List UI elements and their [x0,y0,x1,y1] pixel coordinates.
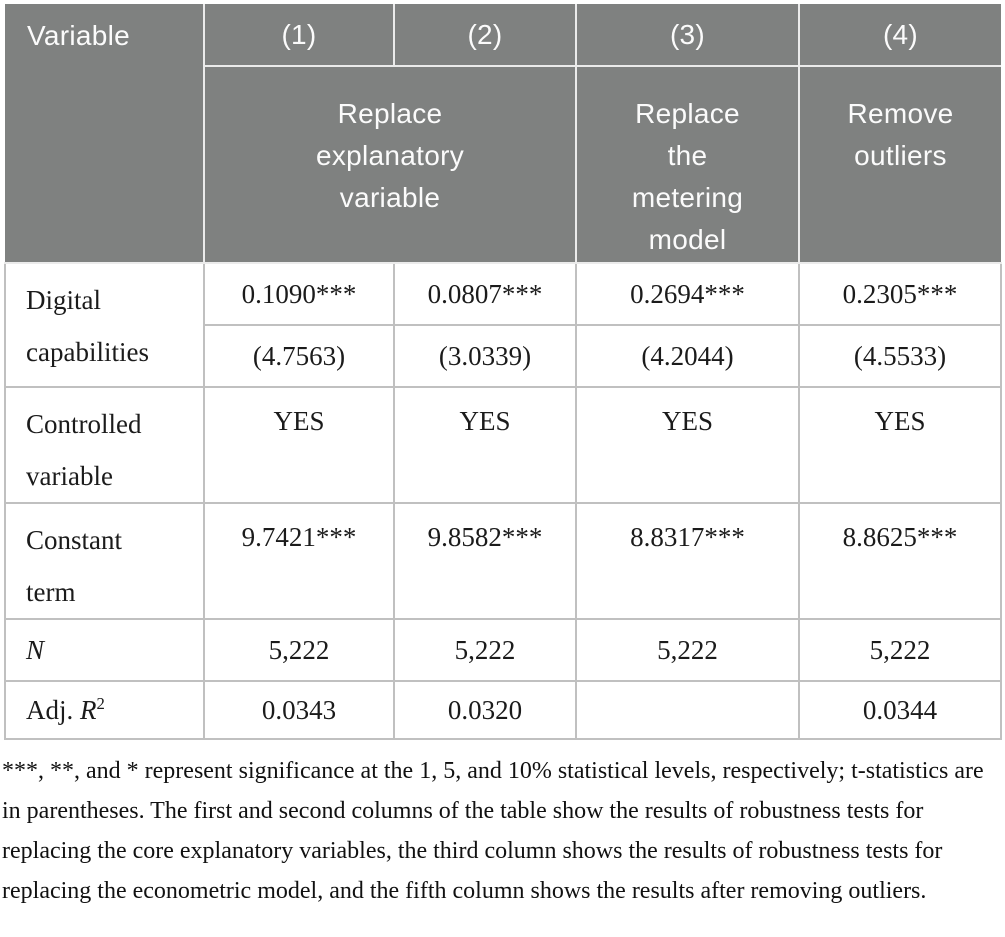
cell-digital-coef-3: 0.2694*** [575,262,800,326]
cell-constant-2: 9.8582*** [393,502,577,620]
cell-adj-r2-1: 0.0343 [203,680,395,740]
header-col-3: (3) [575,4,800,67]
header-col-4: (4) [798,4,1001,67]
cell-controlled-3: YES [575,386,800,504]
row-controlled-variable: Controlled variable YES YES YES YES [4,386,1002,504]
row-label-digital-capabilities: Digital capabilities [4,262,205,388]
row-label-adj-r2: Adj. R2 [4,680,205,740]
row-digital-coef: Digital capabilities 0.1090*** 0.0807***… [4,262,1002,388]
cell-n-2: 5,222 [393,618,577,682]
row-label-n: N [4,618,205,682]
robustness-table: Variable (1) (2) (3) (4) Replace explana… [4,4,1002,740]
header-col-2: (2) [393,4,577,67]
row-label-controlled-variable: Controlled variable [4,386,205,504]
header-group-remove-outliers: Remove outliers [798,65,1001,264]
cell-controlled-4: YES [798,386,1002,504]
cell-digital-tstat-1: (4.7563) [203,324,395,388]
group-label: Replace explanatory variable [315,98,465,213]
row-label-constant-term: Constant term [4,502,205,620]
cell-digital-tstat-4: (4.5533) [798,324,1002,388]
cell-constant-4: 8.8625*** [798,502,1002,620]
row-n: N 5,222 5,222 5,222 5,222 [4,618,1002,682]
header-variable: Variable [5,4,205,264]
cell-n-4: 5,222 [798,618,1002,682]
cell-constant-3: 8.8317*** [575,502,800,620]
group-label: Replace the metering model [631,98,744,255]
header-group-replace-metering: Replace the metering model [575,65,800,264]
header-col-1: (1) [203,4,395,67]
cell-adj-r2-3 [575,680,800,740]
cell-digital-tstat-3: (4.2044) [575,324,800,388]
cell-digital-tstat-2: (3.0339) [393,324,577,388]
cell-adj-r2-4: 0.0344 [798,680,1002,740]
cell-constant-1: 9.7421*** [203,502,395,620]
row-digital-tstat: (4.7563) (3.0339) (4.2044) (4.5533) [5,324,1002,388]
header-row-numbers: Variable (1) (2) (3) (4) [5,4,1001,264]
group-label: Remove outliers [847,98,954,171]
row-adj-r2: Adj. R2 0.0343 0.0320 0.0344 [4,680,1002,740]
header-row-groups: Replace explanatory variable Replace the… [5,65,1001,264]
cell-digital-coef-1: 0.1090*** [203,262,395,326]
cell-controlled-2: YES [393,386,577,504]
cell-n-3: 5,222 [575,618,800,682]
row-constant-term: Constant term 9.7421*** 9.8582*** 8.8317… [4,502,1002,620]
header-group-replace-explanatory: Replace explanatory variable [203,65,577,264]
cell-adj-r2-2: 0.0320 [393,680,577,740]
cell-n-1: 5,222 [203,618,395,682]
cell-digital-coef-2: 0.0807*** [393,262,577,326]
table-footnote: ***, **, and * represent significance at… [2,758,984,904]
page: Variable (1) (2) (3) (4) Replace explana… [2,4,1002,904]
cell-controlled-1: YES [203,386,395,504]
cell-digital-coef-4: 0.2305*** [798,262,1002,326]
